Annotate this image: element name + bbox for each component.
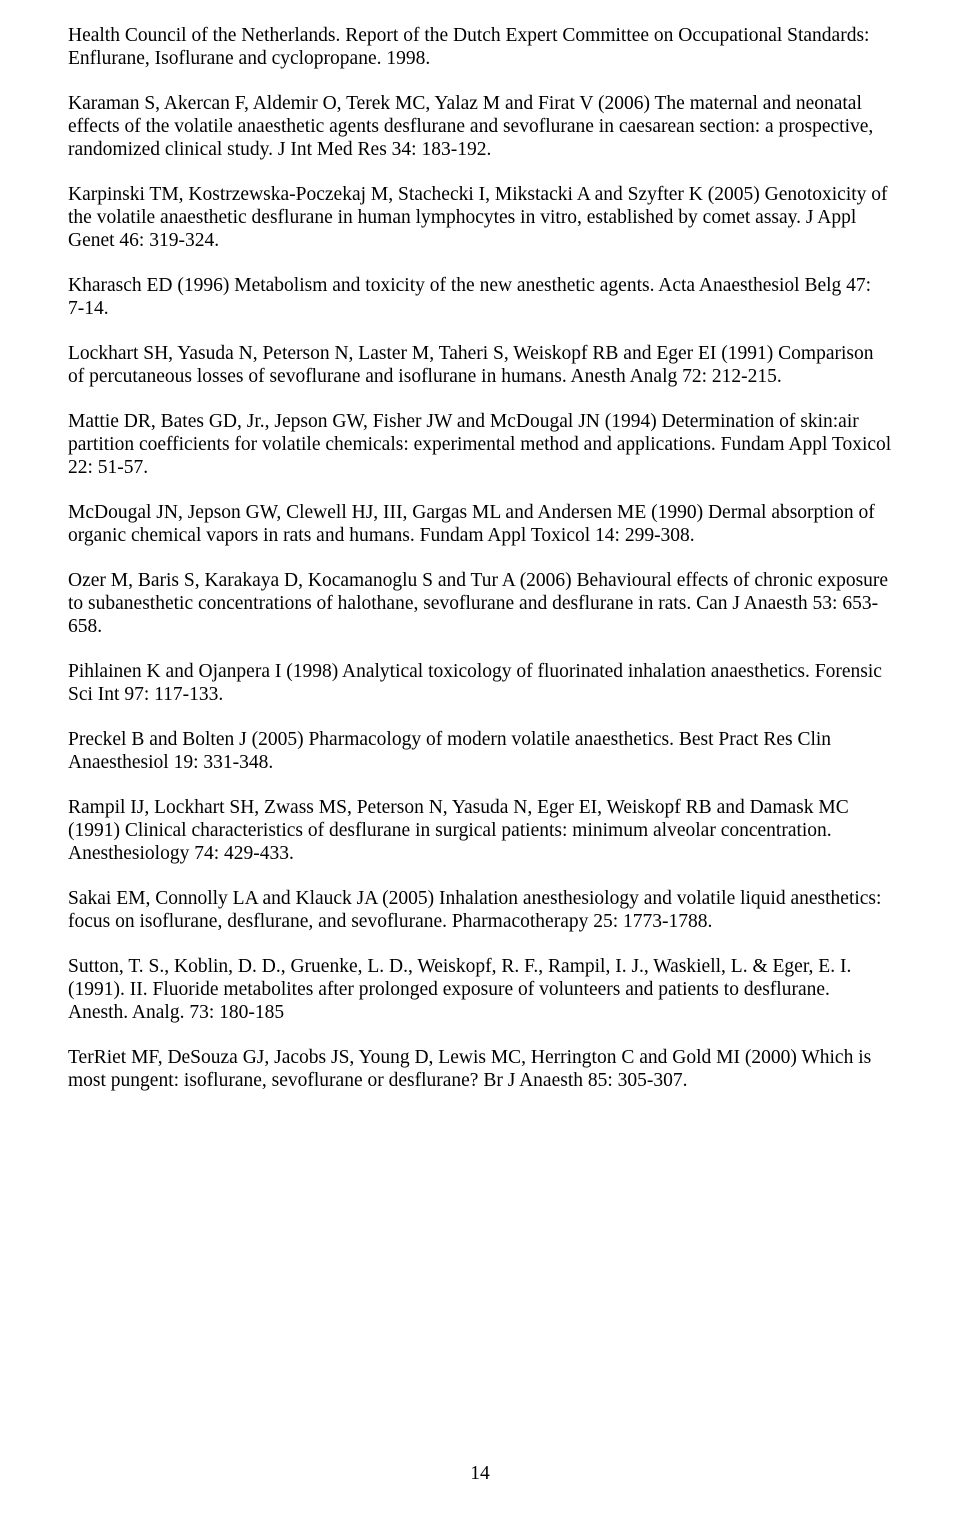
page-number: 14 [0, 1462, 960, 1485]
reference-entry: Kharasch ED (1996) Metabolism and toxici… [68, 274, 892, 320]
reference-entry: TerRiet MF, DeSouza GJ, Jacobs JS, Young… [68, 1046, 892, 1092]
reference-entry: Preckel B and Bolten J (2005) Pharmacolo… [68, 728, 892, 774]
reference-entry: Mattie DR, Bates GD, Jr., Jepson GW, Fis… [68, 410, 892, 479]
reference-entry: Sutton, T. S., Koblin, D. D., Gruenke, L… [68, 955, 892, 1024]
reference-entry: Sakai EM, Connolly LA and Klauck JA (200… [68, 887, 892, 933]
reference-entry: Health Council of the Netherlands. Repor… [68, 24, 892, 70]
reference-entry: Ozer M, Baris S, Karakaya D, Kocamanoglu… [68, 569, 892, 638]
document-page: Health Council of the Netherlands. Repor… [0, 0, 960, 1515]
reference-entry: Rampil IJ, Lockhart SH, Zwass MS, Peters… [68, 796, 892, 865]
reference-entry: Karaman S, Akercan F, Aldemir O, Terek M… [68, 92, 892, 161]
reference-entry: Lockhart SH, Yasuda N, Peterson N, Laste… [68, 342, 892, 388]
reference-entry: Karpinski TM, Kostrzewska-Poczekaj M, St… [68, 183, 892, 252]
reference-entry: Pihlainen K and Ojanpera I (1998) Analyt… [68, 660, 892, 706]
reference-entry: McDougal JN, Jepson GW, Clewell HJ, III,… [68, 501, 892, 547]
